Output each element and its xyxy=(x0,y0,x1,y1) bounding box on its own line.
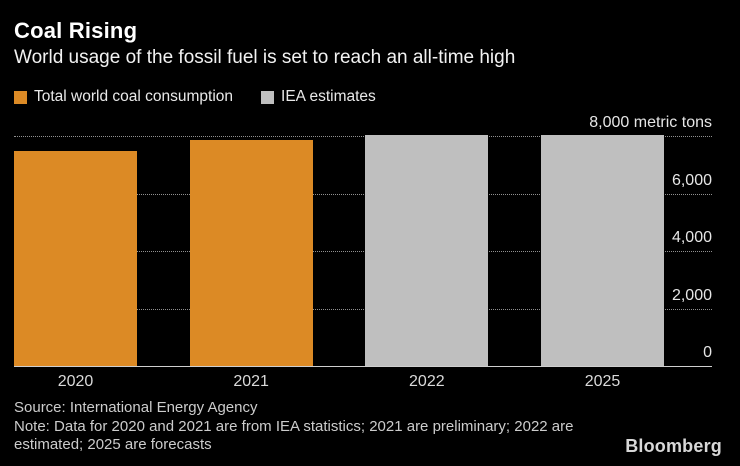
x-axis-label-2025: 2025 xyxy=(584,373,621,390)
y-axis-label-8000: 8,000 metric tons xyxy=(589,114,712,131)
gridline-6000 xyxy=(14,193,712,195)
bar-2021 xyxy=(189,139,313,366)
y-axis-label-4000: 4,000 xyxy=(671,229,712,246)
x-axis-label-2020: 2020 xyxy=(57,373,94,390)
source-text: Source: International Energy Agency xyxy=(14,399,258,416)
plot-area: 8,000 metric tons 6,000 4,000 2,000 0 2020 202… xyxy=(14,114,712,390)
bloomberg-logo: Bloomberg xyxy=(625,436,722,456)
y-axis-label-0: 0 xyxy=(703,344,712,361)
gridline-2000 xyxy=(14,308,712,310)
gridline-4000 xyxy=(14,251,712,252)
legend-swatch-orange xyxy=(14,90,27,104)
y-axis-label-6000: 6,000 xyxy=(671,171,712,189)
legend-item-total-world-coal-consumption: Total world coal consumption xyxy=(14,88,233,106)
y-axis-label-2000: 2,000 xyxy=(671,286,712,304)
note-text: Note: Data for 2020 and 2021 are from IE… xyxy=(14,417,574,454)
legend-label: Total world coal consumption xyxy=(34,88,234,105)
bar-2020 xyxy=(14,150,137,366)
legend-swatch-gray xyxy=(261,90,275,104)
bar-2025 xyxy=(541,135,664,366)
legend-label: IEA estimates xyxy=(281,88,376,105)
legend-item-iea-estimates: IEA estimates xyxy=(261,88,376,106)
chart-title: Coal Rising xyxy=(14,18,138,43)
x-axis-label-2022: 2022 xyxy=(409,373,445,390)
bar-2022 xyxy=(365,135,489,366)
gridline-8000 xyxy=(14,136,712,137)
chart-subtitle: World usage of the fossil fuel is set to… xyxy=(14,47,516,68)
x-axis-label-2021: 2021 xyxy=(233,373,269,390)
footer: Source: International Energy Agency Note… xyxy=(14,399,574,455)
legend: Total world coal consumption IEA estimat… xyxy=(14,88,376,106)
